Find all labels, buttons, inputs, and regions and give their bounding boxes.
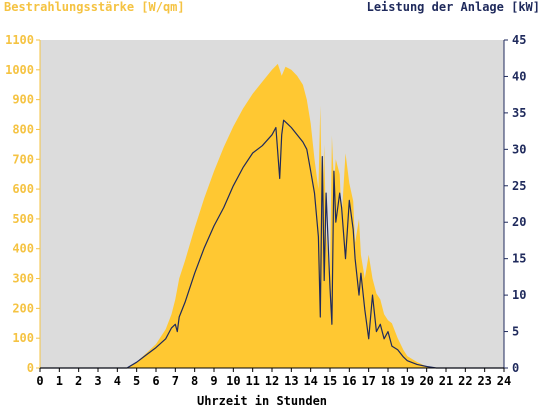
- left-ticks: 0 100 200 300 400 500 600 700 800 900 1000 1100: [5, 33, 40, 375]
- left-tick-label: 600: [12, 182, 34, 196]
- x-ticks: 0 1 2 3 4 5 6 7 8 9 10 11 12 13 14 15 16 17 18 19 20 21 22 23 24: [36, 368, 511, 388]
- x-tick-label: 20: [419, 374, 433, 388]
- right-ticks: 0 5 10 15 20 25 30 35 40 45: [504, 33, 526, 375]
- left-tick-label: 300: [12, 272, 34, 286]
- x-tick-label: 18: [381, 374, 395, 388]
- x-tick-label: 10: [226, 374, 240, 388]
- right-tick-label: 20: [512, 215, 526, 229]
- right-tick-label: 45: [512, 33, 526, 47]
- x-tick-label: 8: [191, 374, 198, 388]
- right-tick-label: 5: [512, 325, 519, 339]
- x-tick-label: 9: [210, 374, 217, 388]
- right-tick-label: 35: [512, 106, 526, 120]
- left-tick-label: 1100: [5, 33, 34, 47]
- x-tick-label: 0: [36, 374, 43, 388]
- x-tick-label: 17: [361, 374, 375, 388]
- x-tick-label: 22: [458, 374, 472, 388]
- x-tick-label: 19: [400, 374, 414, 388]
- left-tick-label: 100: [12, 331, 34, 345]
- left-tick-label: 700: [12, 152, 34, 166]
- x-tick-label: 4: [114, 374, 121, 388]
- x-tick-label: 11: [245, 374, 259, 388]
- right-tick-label: 10: [512, 288, 526, 302]
- left-tick-label: 0: [27, 361, 34, 375]
- left-axis-title: Bestrahlungsstärke [W/qm]: [4, 0, 185, 14]
- x-tick-label: 5: [133, 374, 140, 388]
- x-tick-label: 14: [303, 374, 317, 388]
- left-tick-label: 500: [12, 212, 34, 226]
- left-tick-label: 400: [12, 242, 34, 256]
- x-tick-label: 3: [94, 374, 101, 388]
- x-axis-label: Uhrzeit in Stunden: [197, 394, 327, 408]
- left-tick-label: 900: [12, 93, 34, 107]
- left-tick-label: 800: [12, 122, 34, 136]
- x-tick-label: 12: [265, 374, 279, 388]
- right-tick-label: 15: [512, 252, 526, 266]
- x-tick-label: 13: [284, 374, 298, 388]
- series-layer: [40, 63, 504, 369]
- right-tick-label: 30: [512, 142, 526, 156]
- x-tick-label: 23: [477, 374, 491, 388]
- right-tick-label: 0: [512, 361, 519, 375]
- x-tick-label: 7: [172, 374, 179, 388]
- left-tick-label: 1000: [5, 63, 34, 77]
- x-tick-label: 21: [439, 374, 453, 388]
- right-axis-title: Leistung der Anlage [kW]: [367, 0, 540, 14]
- series-irradiance-area: [40, 63, 504, 369]
- right-tick-label: 25: [512, 179, 526, 193]
- left-tick-label: 200: [12, 301, 34, 315]
- x-tick-label: 15: [323, 374, 337, 388]
- x-tick-label: 24: [497, 374, 511, 388]
- x-tick-label: 2: [75, 374, 82, 388]
- x-tick-label: 6: [152, 374, 159, 388]
- series-power-line: [40, 119, 504, 369]
- x-tick-label: 16: [342, 374, 356, 388]
- x-tick-label: 1: [56, 374, 63, 388]
- right-tick-label: 40: [512, 69, 526, 83]
